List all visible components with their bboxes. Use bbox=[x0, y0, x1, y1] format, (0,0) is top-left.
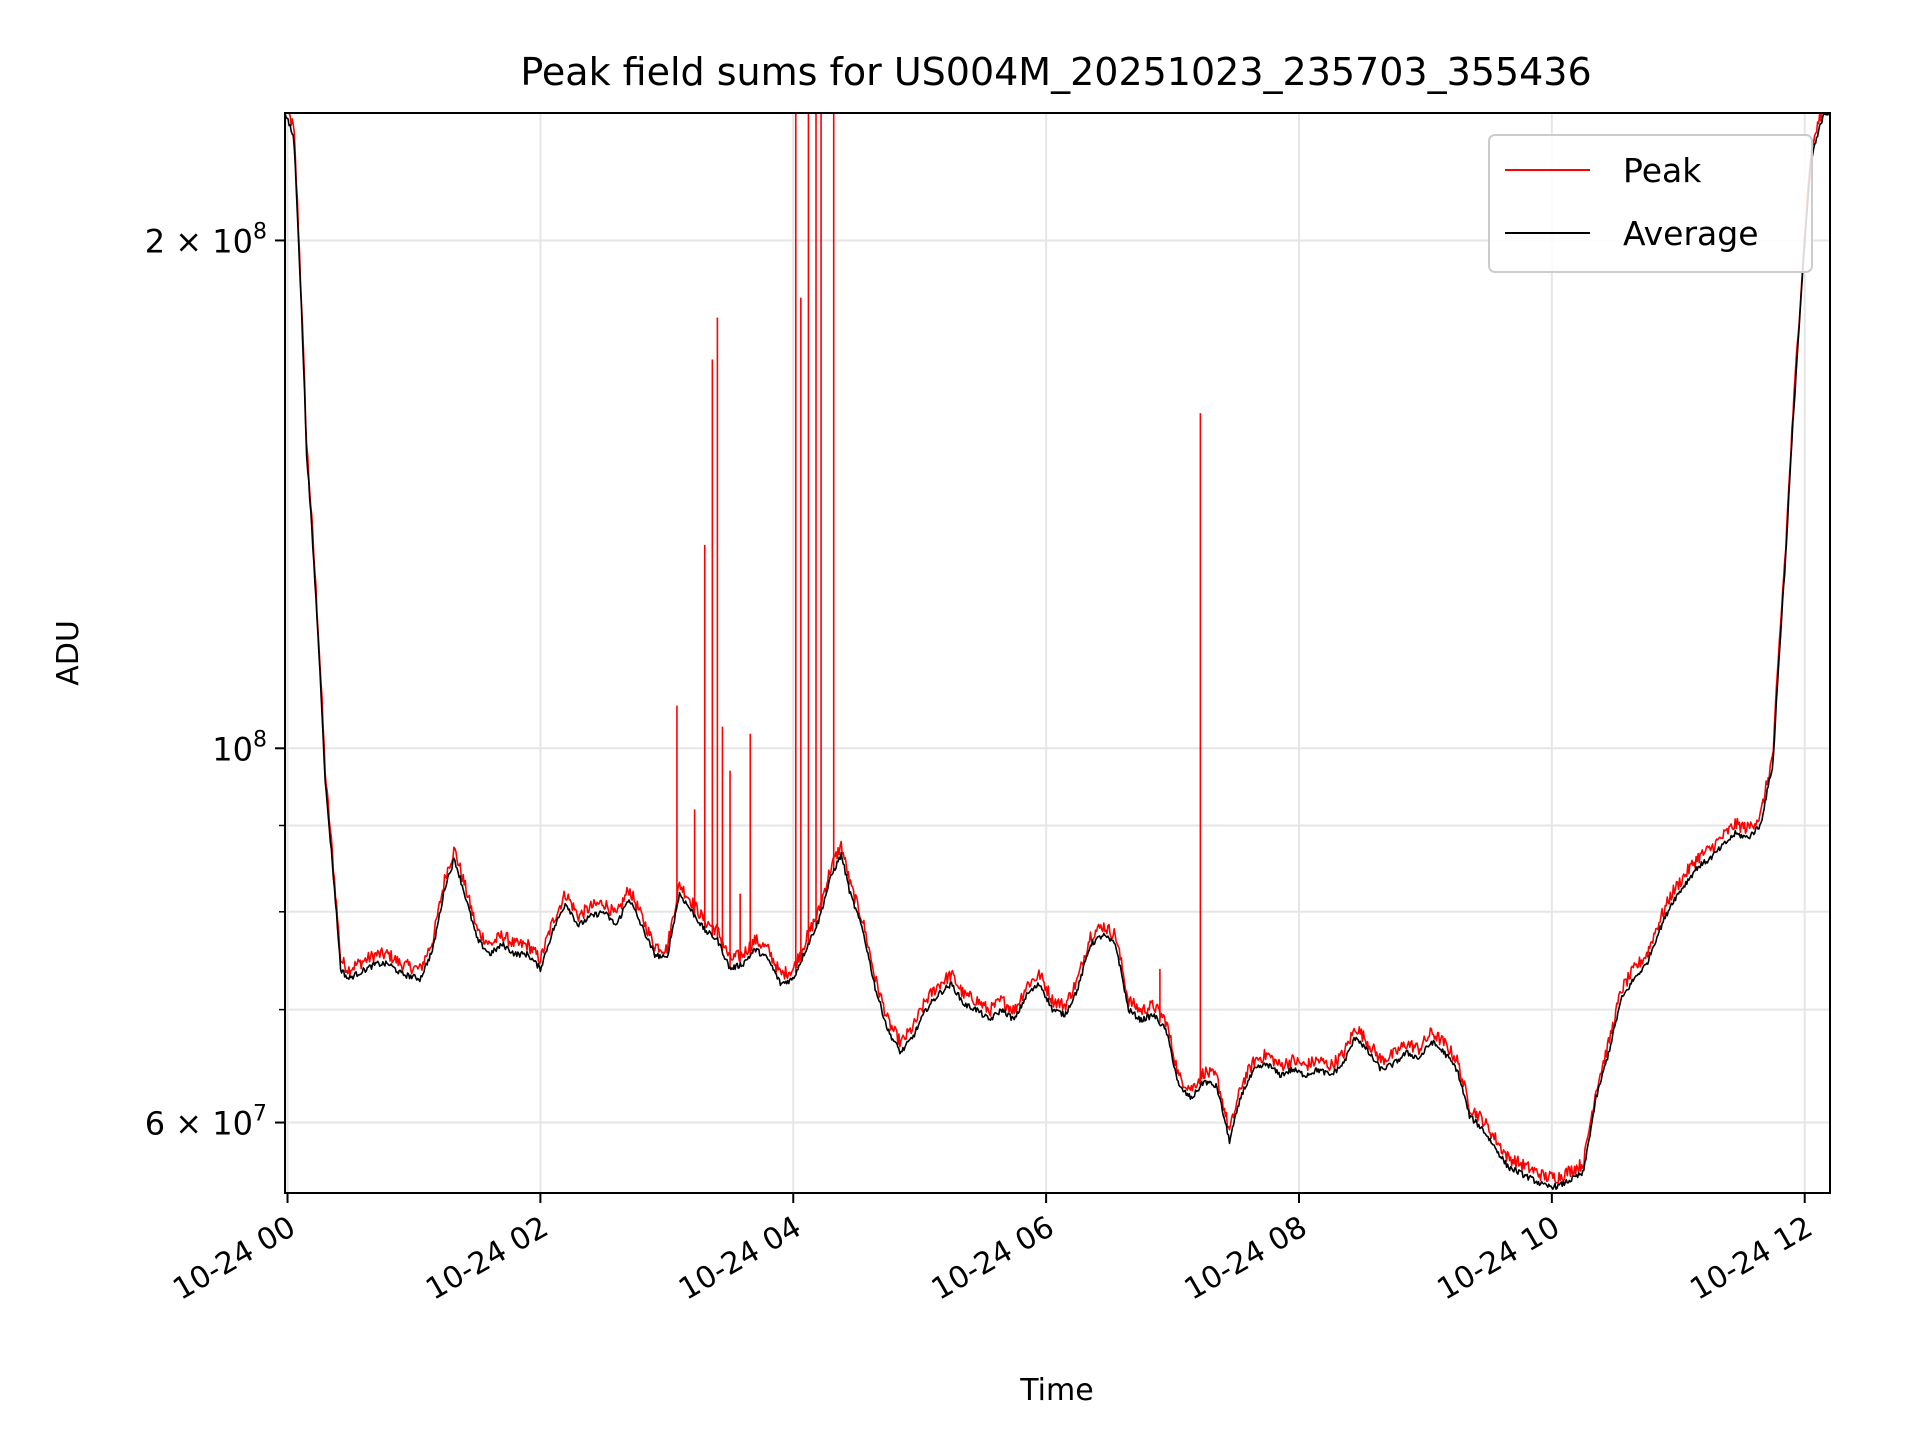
chart-title: Peak field sums for US004M_20251023_2357… bbox=[520, 50, 1591, 94]
y-tick-label: 108 bbox=[212, 727, 267, 768]
axes-frame bbox=[284, 112, 1831, 1194]
legend-label-average: Average bbox=[1623, 214, 1759, 253]
plot-area bbox=[284, 112, 1831, 1194]
legend-label-peak: Peak bbox=[1623, 151, 1702, 190]
series-line-peak bbox=[285, 112, 1830, 1184]
legend: Peak Average bbox=[1488, 134, 1813, 273]
series-line-average bbox=[284, 112, 1831, 1190]
x-axis-label: Time bbox=[1019, 1373, 1093, 1408]
y-axis-label: ADU bbox=[51, 620, 86, 686]
y-axis: 6 × 107 108 2 × 108 bbox=[145, 219, 285, 1143]
y-tick-label: 2 × 108 bbox=[145, 219, 267, 260]
series-layer bbox=[284, 112, 1831, 1190]
y-tick-label: 6 × 107 bbox=[145, 1102, 267, 1143]
